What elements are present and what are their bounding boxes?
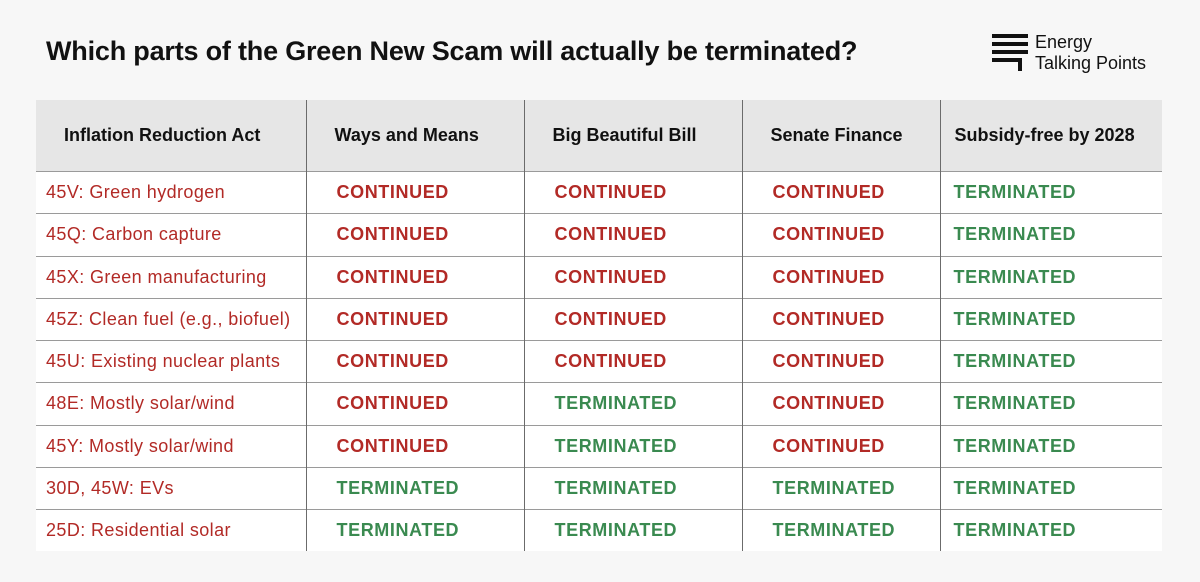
brand-line-2: Talking Points bbox=[1035, 53, 1147, 73]
status-cell: TERMINATED bbox=[742, 466, 941, 510]
status-cell: TERMINATED bbox=[940, 424, 1162, 468]
row-label: 48E: Mostly solar/wind bbox=[36, 382, 307, 426]
status-cell: TERMINATED bbox=[940, 466, 1162, 510]
table-row: 48E: Mostly solar/wind CONTINUED TERMINATE… bbox=[36, 382, 1162, 426]
status-cell: CONTINUED bbox=[742, 340, 941, 383]
row-label: 30D, 45W: EVs bbox=[36, 466, 307, 510]
status-cell: CONTINUED bbox=[306, 424, 525, 468]
table-row: 30D, 45W: EVs TERMINATED TERMINATED TERMINA… bbox=[36, 466, 1162, 510]
table-row: 45U: Existing nuclear plants CONTINUED CON… bbox=[36, 340, 1162, 383]
status-cell: CONTINUED bbox=[742, 424, 941, 468]
energy-talking-points-logo-icon bbox=[992, 34, 1028, 74]
column-header-big-beautiful-bill: Big Beautiful Bill bbox=[524, 100, 743, 172]
status-cell: CONTINUED bbox=[742, 213, 941, 257]
status-cell: CONTINUED bbox=[742, 255, 941, 299]
table-row: 45V: Green hydrogen CONTINUED CONTINUED CON… bbox=[36, 170, 1162, 214]
row-label: 45Q: Carbon capture bbox=[36, 213, 307, 257]
status-cell: TERMINATED bbox=[940, 382, 1162, 426]
status-cell: CONTINUED bbox=[524, 170, 743, 214]
status-cell: TERMINATED bbox=[524, 424, 743, 468]
table-row: 25D: Residential solar TERMINATED TERMINAT… bbox=[36, 509, 1162, 551]
status-cell: TERMINATED bbox=[940, 340, 1162, 383]
row-label: 45Z: Clean fuel (e.g., biofuel) bbox=[36, 297, 307, 341]
column-header-senate-finance: Senate Finance bbox=[742, 100, 941, 172]
status-cell: CONTINUED bbox=[742, 382, 941, 426]
status-cell: CONTINUED bbox=[524, 297, 743, 341]
brand-name: Energy Talking Points bbox=[1035, 32, 1146, 74]
status-cell: TERMINATED bbox=[940, 255, 1162, 299]
table-row: 45Q: Carbon capture CONTINUED CONTINUED CON… bbox=[36, 213, 1162, 257]
status-cell: TERMINATED bbox=[940, 297, 1162, 341]
status-cell: CONTINUED bbox=[306, 170, 525, 214]
status-cell: TERMINATED bbox=[524, 509, 743, 551]
status-cell: CONTINUED bbox=[306, 297, 525, 341]
page-title: Which parts of the Green New Scam will a… bbox=[46, 36, 858, 66]
status-cell: TERMINATED bbox=[306, 509, 525, 551]
status-cell: CONTINUED bbox=[306, 255, 525, 299]
brand-line-1: Energy bbox=[1035, 32, 1093, 52]
status-cell: CONTINUED bbox=[524, 340, 743, 383]
brand-logo: Energy Talking Points bbox=[992, 32, 1146, 74]
column-header-subsidy-free-2028: Subsidy-free by 2028 bbox=[940, 100, 1162, 172]
column-header-ways-and-means: Ways and Means bbox=[306, 100, 525, 172]
status-cell: CONTINUED bbox=[306, 340, 525, 383]
status-cell: TERMINATED bbox=[306, 466, 525, 510]
column-header-ira: Inflation Reduction Act bbox=[36, 100, 307, 172]
status-cell: CONTINUED bbox=[306, 213, 525, 257]
status-cell: TERMINATED bbox=[742, 509, 941, 551]
row-label: 25D: Residential solar bbox=[36, 509, 307, 551]
row-label: 45X: Green manufacturing bbox=[36, 255, 307, 299]
table-row: 45X: Green manufacturing CONTINUED CONTINU… bbox=[36, 255, 1162, 299]
status-cell: TERMINATED bbox=[524, 466, 743, 510]
status-cell: TERMINATED bbox=[940, 213, 1162, 257]
row-label: 45U: Existing nuclear plants bbox=[36, 340, 307, 383]
row-label: 45Y: Mostly solar/wind bbox=[36, 424, 307, 468]
comparison-table: Inflation Reduction Act Ways and Means B… bbox=[36, 100, 1162, 551]
status-cell: CONTINUED bbox=[524, 213, 743, 257]
table-body: 45V: Green hydrogen CONTINUED CONTINUED CON… bbox=[36, 170, 1162, 551]
status-cell: TERMINATED bbox=[940, 170, 1162, 214]
status-cell: CONTINUED bbox=[742, 170, 941, 214]
table-row: 45Y: Mostly solar/wind CONTINUED TERMINATE… bbox=[36, 424, 1162, 468]
row-label: 45V: Green hydrogen bbox=[36, 170, 307, 214]
comparison-table-container: Inflation Reduction Act Ways and Means B… bbox=[36, 100, 1162, 551]
table-header-row: Inflation Reduction Act Ways and Means B… bbox=[36, 100, 1162, 172]
status-cell: TERMINATED bbox=[940, 509, 1162, 551]
status-cell: CONTINUED bbox=[306, 382, 525, 426]
status-cell: CONTINUED bbox=[742, 297, 941, 341]
status-cell: CONTINUED bbox=[524, 255, 743, 299]
status-cell: TERMINATED bbox=[524, 382, 743, 426]
table-row: 45Z: Clean fuel (e.g., biofuel) CONTINUED… bbox=[36, 297, 1162, 341]
